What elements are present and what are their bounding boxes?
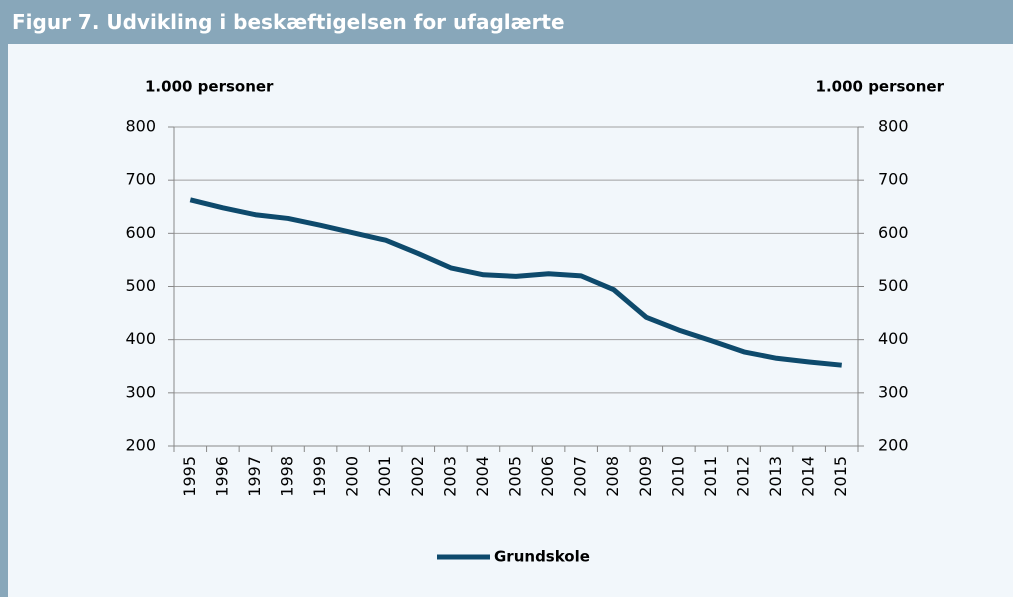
x-tick-label: 2002 xyxy=(408,456,427,497)
y-tick-label: 500 xyxy=(125,276,156,295)
x-tick-label: 2005 xyxy=(506,456,525,497)
x-tick-label: 2013 xyxy=(766,456,785,497)
y-tick-label: 200 xyxy=(125,436,156,455)
x-tick-label: 2008 xyxy=(603,456,622,497)
x-tick-label: 2001 xyxy=(375,456,394,497)
y-tick-label: 400 xyxy=(125,329,156,348)
x-tick-label: 2007 xyxy=(571,456,590,497)
y-tick-label: 600 xyxy=(125,223,156,242)
x-tick-label: 2003 xyxy=(440,456,459,497)
chart-title: Figur 7. Udvikling i beskæftigelsen for … xyxy=(12,10,565,34)
y2-tick-label: 600 xyxy=(878,223,909,242)
y2-tick-label: 400 xyxy=(878,329,909,348)
x-tick-label: 2009 xyxy=(636,456,655,497)
x-tick-label: 2000 xyxy=(343,456,362,497)
side-strip xyxy=(0,44,8,597)
x-tick-label: 1996 xyxy=(212,456,231,497)
header: Figur 7. Udvikling i beskæftigelsen for … xyxy=(0,0,1013,44)
x-tick-label: 1999 xyxy=(310,456,329,497)
y-tick-label: 300 xyxy=(125,382,156,401)
y2-tick-label: 500 xyxy=(878,276,909,295)
y-axis-label: 1.000 personer xyxy=(145,78,274,96)
x-tick-label: 2014 xyxy=(799,456,818,497)
y2-tick-label: 300 xyxy=(878,382,909,401)
x-tick-label: 2006 xyxy=(538,456,557,497)
legend-label: Grundskole xyxy=(494,548,590,566)
x-tick-label: 1997 xyxy=(245,456,264,497)
y2-tick-label: 800 xyxy=(878,117,909,136)
x-tick-label: 2004 xyxy=(473,456,492,497)
y-tick-label: 700 xyxy=(125,170,156,189)
x-tick-label: 1995 xyxy=(180,456,199,497)
x-tick-label: 2011 xyxy=(701,456,720,497)
x-tick-label: 1998 xyxy=(278,456,297,497)
x-tick-label: 2012 xyxy=(734,456,753,497)
y2-tick-label: 200 xyxy=(878,436,909,455)
y2-tick-label: 700 xyxy=(878,170,909,189)
y-tick-label: 800 xyxy=(125,117,156,136)
y2-axis-label: 1.000 personer xyxy=(816,78,945,96)
x-tick-label: 2010 xyxy=(668,456,687,497)
data-line xyxy=(189,197,842,368)
x-tick-label: 2015 xyxy=(831,456,850,497)
